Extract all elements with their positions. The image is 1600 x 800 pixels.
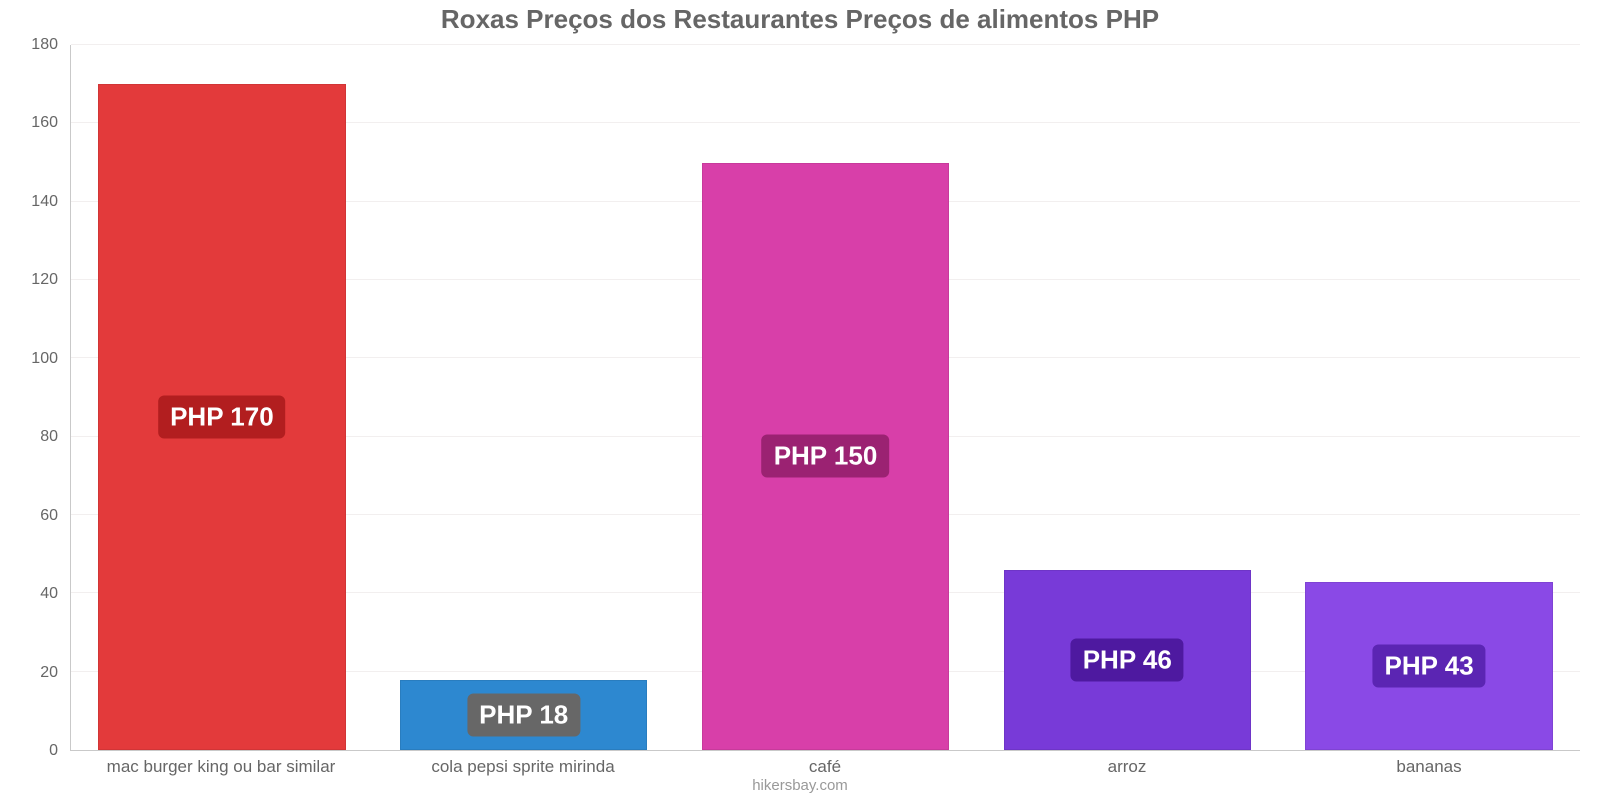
x-tick-label: mac burger king ou bar similar [70,757,372,777]
bar-value-label: PHP 150 [762,435,890,478]
bar-slot: PHP 43 [1305,45,1552,750]
y-tick-label: 20 [40,664,58,682]
y-tick-label: 80 [40,428,58,446]
bar-slot: PHP 46 [1004,45,1251,750]
chart-footer-credit: hikersbay.com [0,777,1600,800]
y-tick-label: 0 [49,742,58,760]
y-tick-label: 140 [31,193,58,211]
bar-chart: Roxas Preços dos Restaurantes Preços de … [0,0,1600,800]
bar-value-label: PHP 43 [1373,644,1486,687]
plot-area: PHP 170 PHP 18 PHP 150 PHP 46 PHP 43 [70,45,1580,751]
bar-slot: PHP 18 [400,45,647,750]
bar-value-label: PHP 18 [467,693,580,736]
bar-value-label: PHP 170 [158,396,286,439]
y-tick-label: 100 [31,350,58,368]
y-tick-label: 120 [31,271,58,289]
plot-row: 020406080100120140160180 PHP 170PHP 18PH… [0,35,1600,751]
y-tick-label: 160 [31,114,58,132]
bars-layer: PHP 170 PHP 18 PHP 150 PHP 46 PHP 43 [71,45,1580,750]
chart-title: Roxas Preços dos Restaurantes Preços de … [0,0,1600,35]
bar-value-label: PHP 46 [1071,638,1184,681]
bar-slot: PHP 170 [98,45,345,750]
y-tick-label: 40 [40,585,58,603]
x-tick-label: bananas [1278,757,1580,777]
bar-slot: PHP 150 [702,45,949,750]
y-axis: 020406080100120140160180 [10,45,70,751]
y-tick-label: 60 [40,507,58,525]
x-tick-label: cola pepsi sprite mirinda [372,757,674,777]
x-tick-label: arroz [976,757,1278,777]
x-axis: mac burger king ou bar similarcola pepsi… [0,751,1600,777]
x-tick-label: café [674,757,976,777]
y-tick-label: 180 [31,36,58,54]
